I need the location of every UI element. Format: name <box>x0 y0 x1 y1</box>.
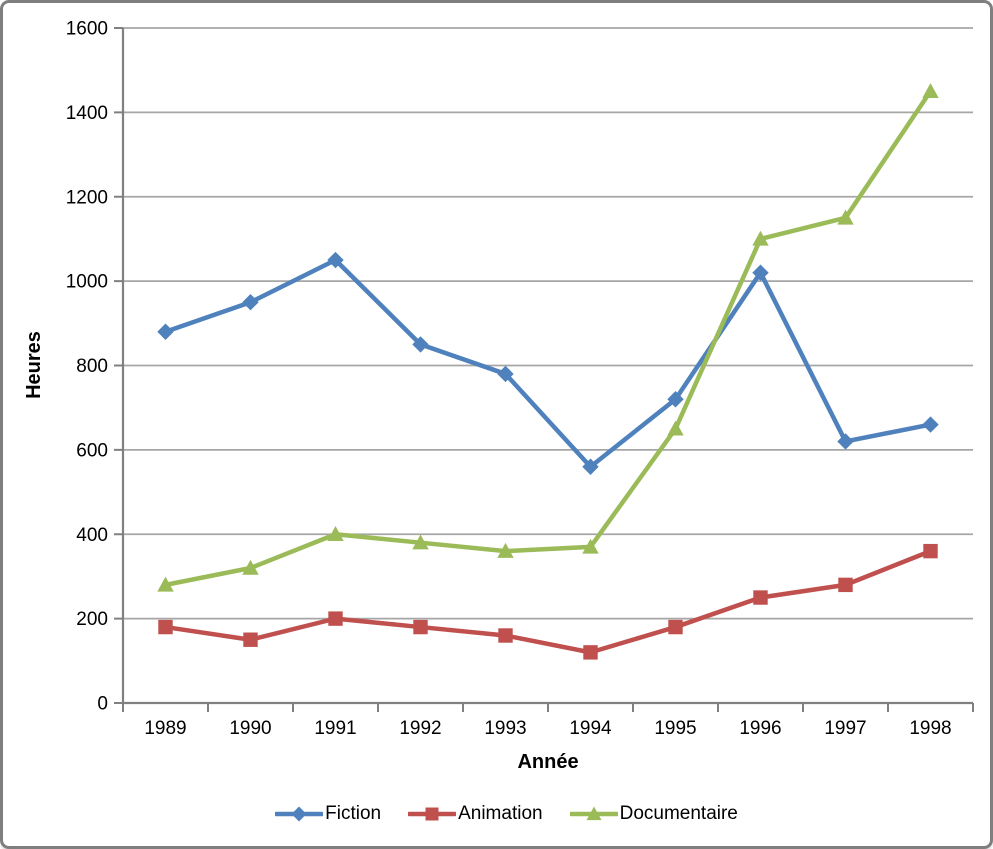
data-point-documentaire-triangle <box>327 526 344 541</box>
data-point-animation-square <box>668 619 683 635</box>
series-line-documentaire <box>163 89 933 588</box>
data-point-fiction-diamond <box>922 416 939 433</box>
legend-item-documentaire: Documentaire <box>568 803 738 825</box>
data-point-fiction-diamond <box>752 264 769 281</box>
x-tick-label: 1997 <box>824 718 866 739</box>
legend-marker-glyph <box>406 807 458 821</box>
legend-label-animation: Animation <box>458 803 543 824</box>
data-point-documentaire-triangle <box>497 542 514 558</box>
x-tick-label: 1996 <box>739 718 781 739</box>
y-tick-label: 1400 <box>66 103 108 124</box>
documentaire-line-triangle-icon <box>568 805 619 823</box>
data-point-animation-square <box>838 577 853 593</box>
data-point-animation-square <box>753 590 768 605</box>
x-tick-label: 1989 <box>144 718 186 739</box>
x-axis-title: Année <box>517 751 579 773</box>
legend-marker-glyph <box>568 806 619 821</box>
data-point-documentaire-triangle <box>837 209 854 225</box>
data-point-fiction-diamond <box>327 251 344 269</box>
data-point-documentaire-triangle <box>242 559 259 575</box>
data-point-animation-square <box>583 645 598 660</box>
data-point-fiction-diamond <box>497 365 514 383</box>
data-point-documentaire-triangle <box>667 420 684 436</box>
animation-line-square-icon <box>406 805 458 823</box>
y-tick-label: 600 <box>76 440 108 461</box>
data-point-fiction-diamond <box>242 294 259 311</box>
y-tick-label: 400 <box>76 525 108 546</box>
y-axis-title: Heures <box>23 331 45 399</box>
data-point-animation-square <box>498 628 513 643</box>
series-line-fiction <box>163 257 933 469</box>
x-tick-label: 1990 <box>229 718 271 739</box>
line-chart-plot-area: 0 200 400 600 800 1000 1200 1400 1600 1989 1990 199… <box>66 19 974 739</box>
data-point-animation-square <box>243 632 258 647</box>
data-point-fiction-diamond <box>412 336 429 353</box>
legend-triangle-icon <box>586 806 602 821</box>
y-tick-label: 1000 <box>66 272 108 293</box>
legend-label-fiction: Fiction <box>325 803 382 824</box>
data-point-fiction-diamond <box>582 458 599 475</box>
data-point-documentaire-triangle <box>922 83 939 99</box>
x-tick-label: 1993 <box>484 718 526 739</box>
x-tick-label: 1995 <box>654 718 696 739</box>
x-tick-label: 1992 <box>399 718 441 739</box>
x-tick-label: 1991 <box>314 718 356 739</box>
series-line-animation <box>163 548 933 655</box>
data-point-documentaire-triangle <box>752 230 769 246</box>
data-point-animation-square <box>923 543 938 559</box>
y-tick-label: 200 <box>76 609 108 630</box>
x-tick-label: 1998 <box>909 718 951 739</box>
legend-item-animation: Animation <box>406 803 543 825</box>
y-tick-label: 1600 <box>66 19 108 40</box>
data-point-documentaire-triangle <box>412 534 429 550</box>
y-tick-label: 800 <box>76 356 108 377</box>
legend-square-icon <box>425 807 439 821</box>
data-point-fiction-diamond <box>157 323 174 340</box>
data-point-documentaire-triangle <box>582 538 599 554</box>
legend-marker-glyph <box>273 806 325 822</box>
legend: Fiction Animation Documentaire <box>13 803 990 825</box>
y-tick-label: 0 <box>97 694 108 715</box>
data-point-animation-square <box>413 619 428 635</box>
x-tick-label: 1994 <box>569 718 612 739</box>
data-point-animation-square <box>158 619 173 635</box>
data-point-fiction-diamond <box>667 391 684 408</box>
fiction-line-diamond-icon <box>273 805 325 823</box>
data-point-animation-square <box>328 611 343 626</box>
y-tick-label: 1200 <box>66 187 108 208</box>
legend-diamond-icon <box>291 806 307 822</box>
data-point-documentaire-triangle <box>157 576 174 592</box>
legend-item-fiction: Fiction <box>273 803 382 825</box>
legend-label-documentaire: Documentaire <box>619 803 738 824</box>
data-point-fiction-diamond <box>837 433 854 450</box>
